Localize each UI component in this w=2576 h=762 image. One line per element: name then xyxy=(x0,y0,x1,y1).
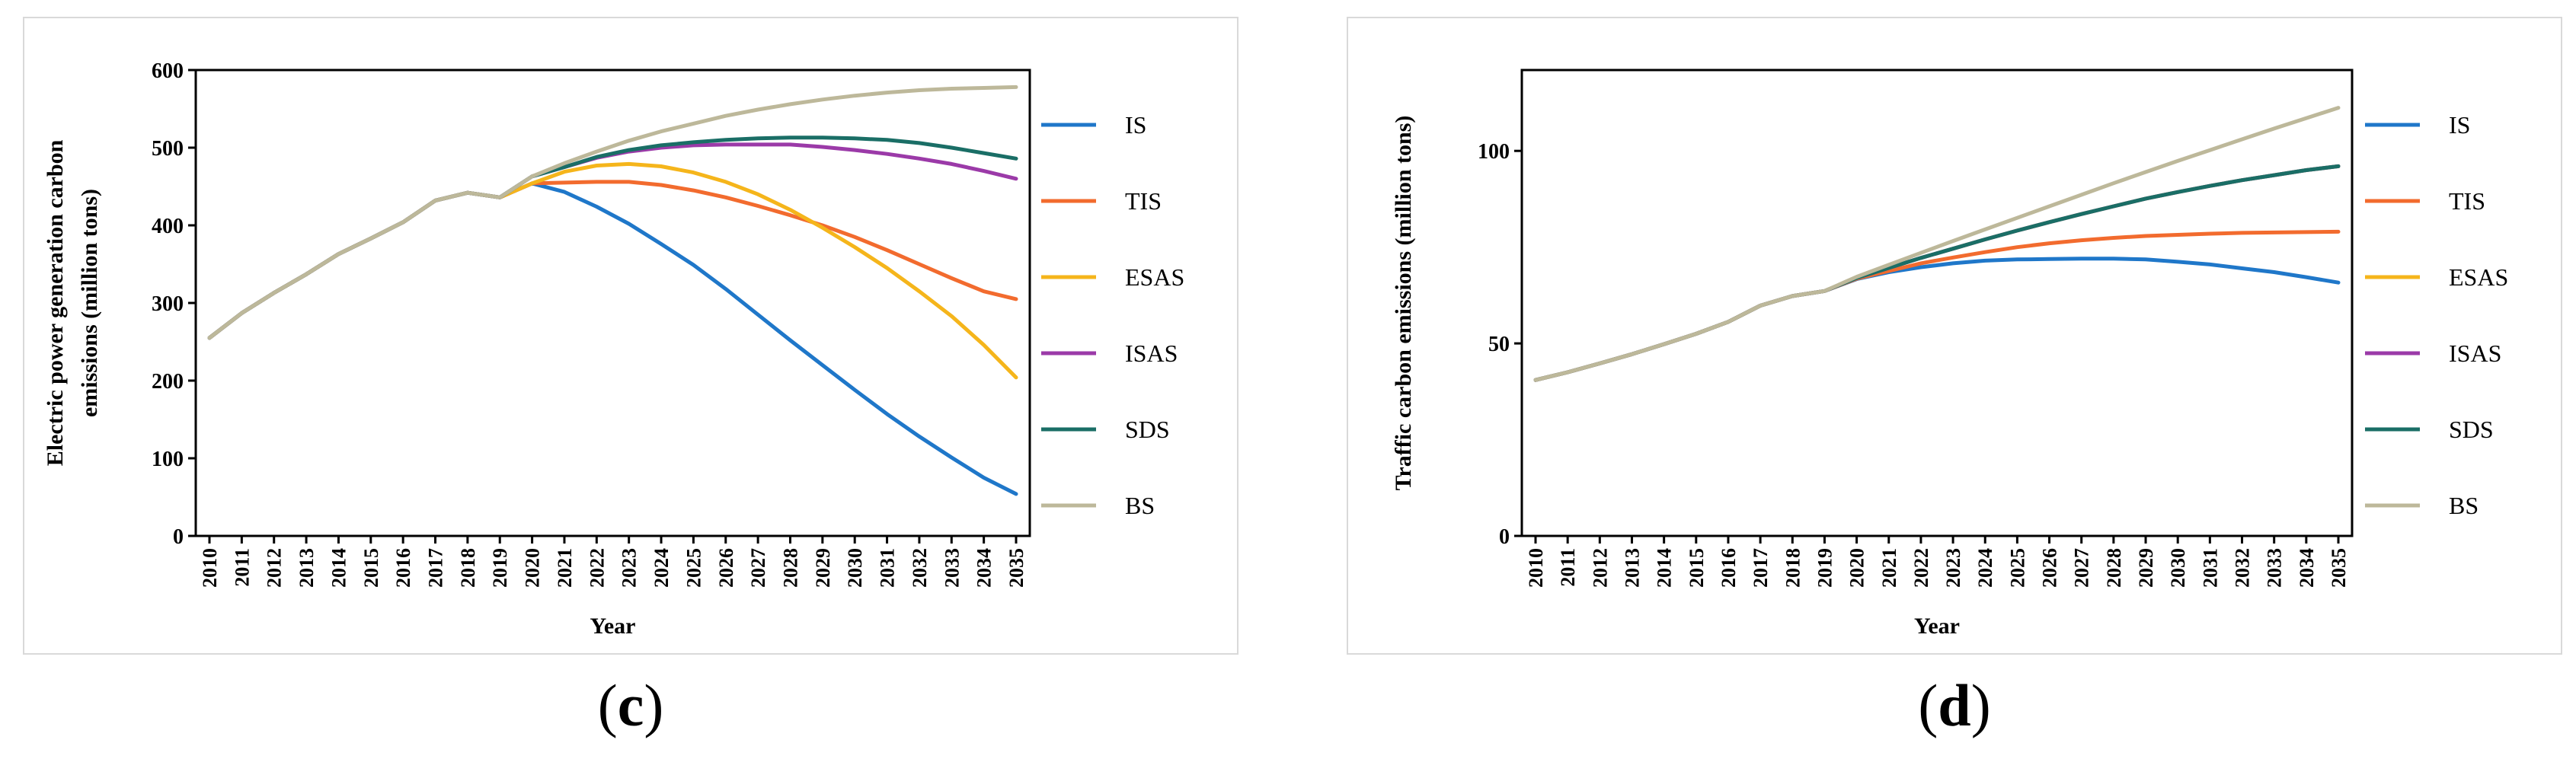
x-tick-label: 2016 xyxy=(1718,548,1740,588)
x-tick-label: 2035 xyxy=(1005,548,1028,588)
x-tick-label: 2014 xyxy=(328,548,350,588)
caption-d-close: ) xyxy=(1970,672,1991,738)
x-tick-label: 2029 xyxy=(2135,548,2157,588)
x-tick-label: 2021 xyxy=(1878,548,1900,588)
series-line-bs xyxy=(1533,106,2341,382)
x-tick-label: 2020 xyxy=(1846,548,1868,588)
x-axis-label: Year xyxy=(590,614,636,639)
x-tick-label: 2015 xyxy=(1686,548,1708,588)
x-tick-label: 2030 xyxy=(844,548,866,588)
series-line-is xyxy=(1533,257,2341,382)
legend-label-esas: ESAS xyxy=(1125,263,1184,291)
x-tick-label: 2010 xyxy=(1525,548,1547,588)
series-line-is xyxy=(207,181,1018,496)
y-tick-label: 200 xyxy=(152,370,184,394)
x-tick-label: 2024 xyxy=(1974,548,1996,588)
x-tick-label: 2011 xyxy=(231,548,253,587)
y-axis-label: Traffic carbon emissions (million tons) xyxy=(1391,116,1416,491)
x-tick-label: 2028 xyxy=(779,548,801,588)
x-tick-label: 2018 xyxy=(1782,548,1804,588)
series-line-esas xyxy=(207,161,1018,380)
x-tick-label: 2013 xyxy=(296,548,318,588)
x-tick-label: 2022 xyxy=(1910,548,1932,588)
x-tick-label: 2017 xyxy=(1750,548,1772,588)
y-tick-label: 600 xyxy=(152,59,184,83)
x-tick-label: 2024 xyxy=(650,548,673,588)
legend-label-bs: BS xyxy=(1125,492,1155,519)
x-tick-label: 2013 xyxy=(1621,548,1643,588)
x-tick-label: 2032 xyxy=(909,548,931,588)
y-axis-label: Electric power generation carbon xyxy=(43,139,68,466)
x-tick-label: 2010 xyxy=(199,548,221,588)
x-tick-label: 2021 xyxy=(554,548,576,588)
legend-label-tis: TIS xyxy=(2449,187,2485,215)
caption-d: (d) xyxy=(1802,671,2107,740)
x-axis-label: Year xyxy=(1914,614,1960,639)
x-tick-label: 2027 xyxy=(2071,548,2093,588)
caption-c-letter: c xyxy=(617,672,644,738)
x-tick-label: 2027 xyxy=(747,548,769,588)
x-tick-label: 2031 xyxy=(2199,548,2221,588)
y-tick-label: 0 xyxy=(1499,525,1510,549)
x-tick-label: 2029 xyxy=(812,548,834,588)
caption-d-letter: d xyxy=(1938,672,1971,738)
x-tick-label: 2012 xyxy=(1589,548,1611,588)
legend-label-esas: ESAS xyxy=(2449,263,2508,291)
x-tick-label: 2019 xyxy=(489,548,511,588)
x-tick-label: 2011 xyxy=(1557,548,1579,587)
x-tick-label: 2028 xyxy=(2103,548,2125,588)
x-tick-label: 2026 xyxy=(2039,548,2061,588)
legend-label-isas: ISAS xyxy=(1125,340,1178,367)
y-tick-label: 50 xyxy=(1488,333,1510,356)
x-tick-label: 2025 xyxy=(682,548,705,588)
legend-label-bs: BS xyxy=(2449,492,2479,519)
x-tick-label: 2017 xyxy=(425,548,447,588)
x-tick-label: 2023 xyxy=(1942,548,1964,588)
chart-panel-c: 0 100 200 300 400 500 600 2010 2011 2012 2013 2014 2… xyxy=(23,17,1238,655)
y-tick-label: 400 xyxy=(152,215,184,238)
x-tick-label: 2014 xyxy=(1654,548,1676,588)
x-tick-label: 2034 xyxy=(2296,548,2318,588)
caption-c: (c) xyxy=(478,671,783,740)
x-tick-label: 2015 xyxy=(360,548,382,588)
caption-c-open: ( xyxy=(597,672,618,738)
y-tick-label: 500 xyxy=(152,137,184,161)
chart-d-svg: 0 50 100 2010 2011 2012 2013 2014 2015 2016 2017 20… xyxy=(1391,69,2508,639)
x-tick-label: 2019 xyxy=(1814,548,1836,588)
legend-label-isas: ISAS xyxy=(2449,340,2501,367)
legend-label-is: IS xyxy=(1125,111,1146,139)
x-tick-label: 2034 xyxy=(973,548,996,588)
x-tick-label: 2012 xyxy=(264,548,286,588)
x-tick-label: 2033 xyxy=(941,548,963,588)
x-tick-label: 2018 xyxy=(457,548,479,588)
series-line-sds xyxy=(207,136,1018,340)
y-axis-label: emissions (million tons) xyxy=(77,189,102,417)
x-tick-label: 2032 xyxy=(2232,548,2254,588)
x-tick-label: 2031 xyxy=(877,548,899,588)
y-tick-label: 0 xyxy=(173,525,184,549)
chart-c-svg: 0 100 200 300 400 500 600 2010 2011 2012 2013 2014 2… xyxy=(43,59,1184,639)
series-line-bs xyxy=(207,84,1018,340)
legend-label-tis: TIS xyxy=(1125,187,1162,215)
y-tick-label: 300 xyxy=(152,292,184,316)
x-tick-label: 2025 xyxy=(2006,548,2028,588)
x-tick-label: 2033 xyxy=(2264,548,2286,588)
x-tick-label: 2026 xyxy=(715,548,737,588)
caption-c-close: ) xyxy=(644,672,664,738)
series-line-isas xyxy=(207,142,1018,340)
y-tick-label: 100 xyxy=(152,448,184,471)
x-tick-label: 2016 xyxy=(392,548,414,588)
plot-frame xyxy=(1520,69,2354,537)
caption-d-open: ( xyxy=(1918,672,1938,738)
x-tick-label: 2035 xyxy=(2328,548,2350,588)
legend-label-sds: SDS xyxy=(1125,416,1170,443)
chart-panel-d: 0 50 100 2010 2011 2012 2013 2014 2015 2016 2017 20… xyxy=(1347,17,2562,655)
legend-label-sds: SDS xyxy=(2449,416,2494,443)
y-tick-label: 100 xyxy=(1478,140,1510,164)
x-tick-label: 2030 xyxy=(2167,548,2189,588)
x-tick-label: 2023 xyxy=(618,548,641,588)
x-tick-label: 2020 xyxy=(522,548,544,588)
x-tick-label: 2022 xyxy=(586,548,608,588)
legend-label-is: IS xyxy=(2449,111,2470,139)
